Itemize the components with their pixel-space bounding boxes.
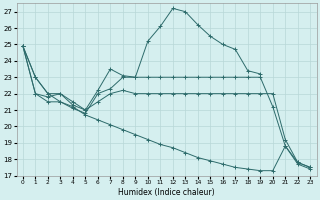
X-axis label: Humidex (Indice chaleur): Humidex (Indice chaleur) [118, 188, 215, 197]
